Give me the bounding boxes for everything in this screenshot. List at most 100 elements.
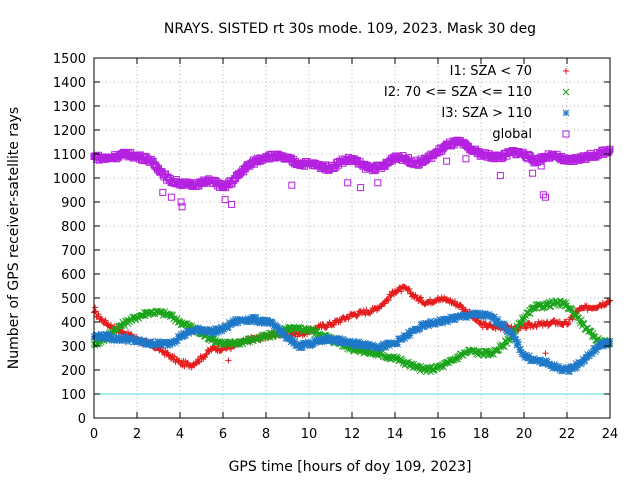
y-tick-label: 900 — [61, 196, 86, 211]
series-1-point — [155, 309, 162, 316]
series-0-point — [553, 319, 560, 325]
series-3-outlier — [228, 200, 236, 208]
series-0-trace-marker — [202, 354, 209, 361]
series-3-trace — [91, 136, 613, 192]
series-0-trace-marker — [99, 315, 106, 322]
series-0-trace-marker — [196, 358, 203, 365]
series-0-point — [445, 297, 452, 304]
x-tick-label: 12 — [344, 427, 361, 442]
series-0-point — [370, 307, 377, 313]
series-0-point — [187, 362, 194, 369]
series-3-outlier — [177, 198, 185, 206]
series-3-point — [585, 152, 592, 160]
series-3-point — [316, 162, 324, 170]
series-3-outlier — [374, 179, 382, 187]
y-tick-label: 500 — [61, 292, 86, 307]
series-0-point — [392, 287, 398, 294]
series-3-point — [241, 164, 248, 172]
series-0-point — [101, 319, 108, 325]
series-2-point — [477, 311, 485, 319]
series-3-point — [477, 150, 485, 158]
series-0-point — [488, 323, 495, 330]
series-1-point — [585, 328, 592, 335]
series-1-point — [563, 301, 571, 309]
series-0-trace-marker — [606, 298, 613, 305]
series-0-trace-marker — [387, 293, 394, 300]
series-3-outlier — [539, 191, 547, 199]
legend-marker-3 — [562, 130, 570, 138]
series-3-point — [230, 176, 238, 184]
series-0-outlier — [92, 304, 99, 311]
series-0-point — [338, 316, 345, 323]
y-tick-label: 1400 — [53, 76, 86, 91]
series-2-point — [402, 333, 410, 340]
series-3-point — [219, 184, 227, 192]
series-3-point — [499, 152, 506, 160]
series-1-point — [230, 340, 238, 347]
y-tick-label: 1000 — [53, 172, 86, 187]
series-0-point — [596, 302, 603, 309]
x-axis-label: GPS time [hours of doy 109, 2023] — [229, 459, 472, 475]
series-2 — [90, 309, 614, 376]
series-3-point — [423, 155, 431, 163]
series-3-outlier — [357, 184, 365, 192]
series-0-point — [424, 299, 431, 306]
y-tick-label: 600 — [61, 268, 86, 283]
series-0-point — [177, 359, 183, 366]
series-1-point — [466, 347, 474, 355]
series-1-point — [305, 325, 313, 333]
series-3-point — [380, 162, 388, 170]
series-0-point — [435, 295, 441, 301]
series-2-point — [466, 311, 474, 319]
series-0-trace-marker — [441, 294, 448, 301]
series-0-trace-marker — [203, 350, 210, 357]
x-tick-labels: 0 2 4 6 8 10 12 14 16 18 20 22 24 — [90, 427, 618, 442]
series-0-point — [456, 302, 463, 309]
series-3-point — [391, 152, 399, 160]
series-1-point — [477, 349, 485, 357]
series-layer — [90, 136, 614, 376]
series-3-point — [122, 150, 130, 158]
series-2-point — [219, 325, 227, 333]
series-3-point — [305, 160, 313, 168]
series-2-point — [520, 352, 528, 359]
series-3-point — [434, 148, 442, 156]
y-tick-label: 400 — [61, 316, 86, 331]
series-2-point — [273, 323, 281, 331]
series-3-point — [488, 152, 496, 160]
series-1-point — [112, 325, 119, 333]
series-1-point — [165, 311, 173, 319]
series-1-point — [294, 325, 302, 333]
legend-label-1: I2: 70 <= SZA <= 110 — [384, 85, 532, 100]
series-3-point — [574, 155, 582, 163]
y-tick-label: 700 — [61, 244, 86, 259]
series-3-point — [542, 152, 549, 160]
series-2-point — [176, 333, 184, 340]
series-1-point — [423, 366, 431, 374]
legend-label-0: I1: SZA < 70 — [450, 64, 532, 79]
series-0-outlier — [225, 357, 232, 364]
y-tick-label: 200 — [61, 364, 86, 379]
series-2-point — [531, 357, 539, 364]
series-3-point — [509, 148, 517, 156]
series-2-point — [251, 316, 259, 323]
series-3-point — [456, 138, 463, 146]
series-3-outlier — [462, 155, 470, 163]
series-3-outlier — [159, 188, 167, 196]
y-tick-label: 1500 — [53, 52, 86, 67]
axis-ticks — [93, 57, 611, 419]
series-3-point — [327, 164, 334, 172]
series-0-trace-marker — [354, 312, 361, 319]
legend-marker-0 — [563, 68, 569, 74]
y-tick-label: 100 — [61, 388, 86, 403]
series-3-point — [187, 181, 195, 189]
series-2-point — [133, 337, 141, 345]
series-1-point — [380, 352, 388, 359]
series-1-point — [402, 359, 410, 367]
series-0-point — [359, 309, 366, 316]
x-tick-label: 6 — [219, 427, 227, 442]
series-1-point — [445, 359, 453, 367]
x-tick-label: 24 — [602, 427, 619, 442]
series-2-point — [230, 318, 238, 326]
series-3-point — [165, 176, 173, 184]
